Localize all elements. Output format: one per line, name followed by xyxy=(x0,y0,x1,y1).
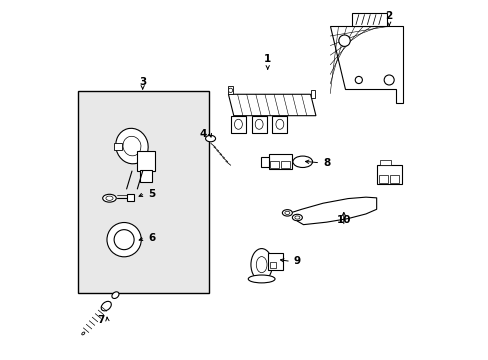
Circle shape xyxy=(114,230,134,249)
Bar xyxy=(272,116,287,133)
Circle shape xyxy=(228,88,232,93)
Ellipse shape xyxy=(285,211,289,215)
Bar xyxy=(377,165,401,184)
Bar xyxy=(140,170,152,182)
Ellipse shape xyxy=(234,119,242,129)
Bar xyxy=(251,116,266,133)
Ellipse shape xyxy=(294,216,299,219)
Text: 3: 3 xyxy=(139,77,146,87)
Bar xyxy=(269,262,275,268)
Bar xyxy=(114,143,122,150)
Polygon shape xyxy=(228,94,315,116)
Bar xyxy=(310,90,314,98)
Bar xyxy=(230,116,245,133)
Text: 10: 10 xyxy=(336,215,350,225)
Ellipse shape xyxy=(81,332,84,335)
Text: 5: 5 xyxy=(148,189,155,199)
Bar xyxy=(270,161,279,168)
Bar xyxy=(267,253,282,270)
Ellipse shape xyxy=(282,210,292,216)
Bar xyxy=(378,175,387,183)
Ellipse shape xyxy=(250,249,272,281)
Bar xyxy=(137,152,155,171)
Bar xyxy=(261,157,268,167)
Ellipse shape xyxy=(205,135,215,142)
Ellipse shape xyxy=(292,156,312,167)
Circle shape xyxy=(384,75,393,85)
Bar xyxy=(78,91,208,293)
Ellipse shape xyxy=(292,214,302,221)
Text: 4: 4 xyxy=(199,129,207,139)
Ellipse shape xyxy=(106,196,113,201)
Text: 8: 8 xyxy=(323,158,329,168)
Circle shape xyxy=(107,222,141,257)
Ellipse shape xyxy=(101,301,111,311)
Ellipse shape xyxy=(122,136,141,156)
Ellipse shape xyxy=(102,194,116,202)
Bar xyxy=(389,175,398,183)
Bar xyxy=(281,161,290,168)
Bar xyxy=(127,194,134,202)
Circle shape xyxy=(338,35,349,46)
Ellipse shape xyxy=(112,292,119,298)
Bar xyxy=(351,13,386,26)
Ellipse shape xyxy=(275,119,283,129)
Text: 9: 9 xyxy=(293,256,300,266)
Text: 2: 2 xyxy=(385,12,392,21)
Text: 1: 1 xyxy=(264,54,271,64)
Circle shape xyxy=(354,76,362,84)
Polygon shape xyxy=(329,26,403,103)
Text: 6: 6 xyxy=(148,233,155,243)
Bar xyxy=(268,154,291,169)
Ellipse shape xyxy=(256,257,266,273)
Ellipse shape xyxy=(116,128,148,164)
Bar xyxy=(228,86,232,94)
Ellipse shape xyxy=(248,275,274,283)
Ellipse shape xyxy=(255,119,263,129)
Bar xyxy=(379,159,390,165)
Text: 7: 7 xyxy=(97,315,104,325)
